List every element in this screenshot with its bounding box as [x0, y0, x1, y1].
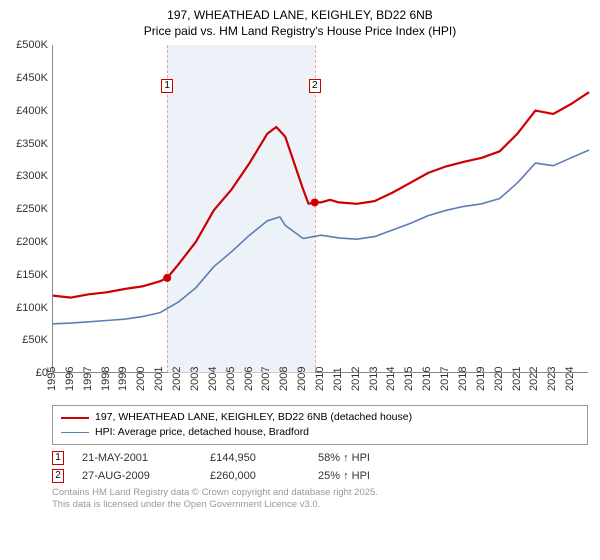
x-tick-label: 2012 [350, 367, 362, 391]
series-price_paid [53, 92, 589, 297]
footer-attribution: Contains HM Land Registry data © Crown c… [52, 487, 588, 512]
x-tick-label: 1999 [117, 367, 129, 391]
footer-line1: Contains HM Land Registry data © Crown c… [52, 487, 588, 499]
event-date: 21-MAY-2001 [82, 452, 192, 464]
legend-label: 197, WHEATHEAD LANE, KEIGHLEY, BD22 6NB … [95, 410, 412, 425]
y-tick-label: £350K [16, 138, 48, 150]
y-tick-label: £300K [16, 170, 48, 182]
legend-swatch [61, 417, 89, 419]
title-address: 197, WHEATHEAD LANE, KEIGHLEY, BD22 6NB [12, 8, 588, 24]
legend-item: HPI: Average price, detached house, Brad… [61, 425, 579, 440]
event-row: 1 21-MAY-2001 £144,950 58% ↑ HPI [52, 451, 588, 465]
x-tick-label: 2001 [153, 367, 165, 391]
footer-line2: This data is licensed under the Open Gov… [52, 499, 588, 511]
x-tick-label: 1995 [46, 367, 58, 391]
event-price: £260,000 [210, 470, 300, 482]
chart-lines [53, 45, 589, 373]
x-tick-label: 2007 [260, 367, 272, 391]
legend-swatch [61, 432, 89, 433]
y-tick-label: £50K [22, 334, 48, 346]
x-tick-label: 2015 [403, 367, 415, 391]
event-num-marker: 1 [52, 451, 64, 465]
x-tick-label: 2004 [207, 367, 219, 391]
x-tick-label: 2024 [564, 367, 576, 391]
event-marker-1: 1 [161, 79, 173, 93]
x-tick-label: 2009 [296, 367, 308, 391]
y-tick-label: £100K [16, 302, 48, 314]
x-tick-label: 2003 [189, 367, 201, 391]
x-tick-label: 2023 [546, 367, 558, 391]
x-tick-label: 2020 [493, 367, 505, 391]
x-tick-label: 1996 [64, 367, 76, 391]
x-tick-label: 2014 [385, 367, 397, 391]
y-tick-label: £200K [16, 236, 48, 248]
x-tick-label: 1997 [82, 367, 94, 391]
y-tick-label: £450K [16, 72, 48, 84]
x-tick-label: 2017 [439, 367, 451, 391]
x-tick-label: 2018 [457, 367, 469, 391]
plot-region: 12 [52, 45, 588, 373]
x-tick-label: 2013 [368, 367, 380, 391]
x-axis-labels: 1995199619971998199920002001200220032004… [52, 375, 588, 405]
y-tick-label: £250K [16, 203, 48, 215]
event-date: 27-AUG-2009 [82, 470, 192, 482]
x-tick-label: 2000 [135, 367, 147, 391]
event-vline [167, 45, 168, 373]
event-marker-2: 2 [309, 79, 321, 93]
event-price: £144,950 [210, 452, 300, 464]
event-num-marker: 2 [52, 469, 64, 483]
x-tick-label: 2010 [314, 367, 326, 391]
y-axis-labels: £0£50K£100K£150K£200K£250K£300K£350K£400… [12, 45, 50, 373]
legend-item: 197, WHEATHEAD LANE, KEIGHLEY, BD22 6NB … [61, 410, 579, 425]
x-tick-label: 2006 [243, 367, 255, 391]
title-subtitle: Price paid vs. HM Land Registry's House … [12, 24, 588, 40]
event-hpi: 25% ↑ HPI [318, 470, 370, 482]
x-tick-label: 2011 [332, 368, 344, 392]
event-vline [315, 45, 316, 373]
x-tick-label: 2002 [171, 367, 183, 391]
sale-events: 1 21-MAY-2001 £144,950 58% ↑ HPI 2 27-AUG-200… [52, 451, 588, 483]
event-hpi: 58% ↑ HPI [318, 452, 370, 464]
legend: 197, WHEATHEAD LANE, KEIGHLEY, BD22 6NB … [52, 405, 588, 444]
legend-label: HPI: Average price, detached house, Brad… [95, 425, 309, 440]
chart-area: £0£50K£100K£150K£200K£250K£300K£350K£400… [12, 45, 588, 405]
y-tick-label: £500K [16, 39, 48, 51]
x-tick-label: 2022 [528, 367, 540, 391]
chart-title: 197, WHEATHEAD LANE, KEIGHLEY, BD22 6NB … [12, 8, 588, 39]
x-tick-label: 2005 [225, 367, 237, 391]
x-tick-label: 2008 [278, 367, 290, 391]
x-tick-label: 1998 [100, 367, 112, 391]
y-tick-label: £150K [16, 269, 48, 281]
x-tick-label: 2016 [421, 367, 433, 391]
y-tick-label: £400K [16, 105, 48, 117]
series-hpi [53, 150, 589, 324]
x-tick-label: 2021 [511, 367, 523, 391]
event-row: 2 27-AUG-2009 £260,000 25% ↑ HPI [52, 469, 588, 483]
x-tick-label: 2019 [475, 367, 487, 391]
